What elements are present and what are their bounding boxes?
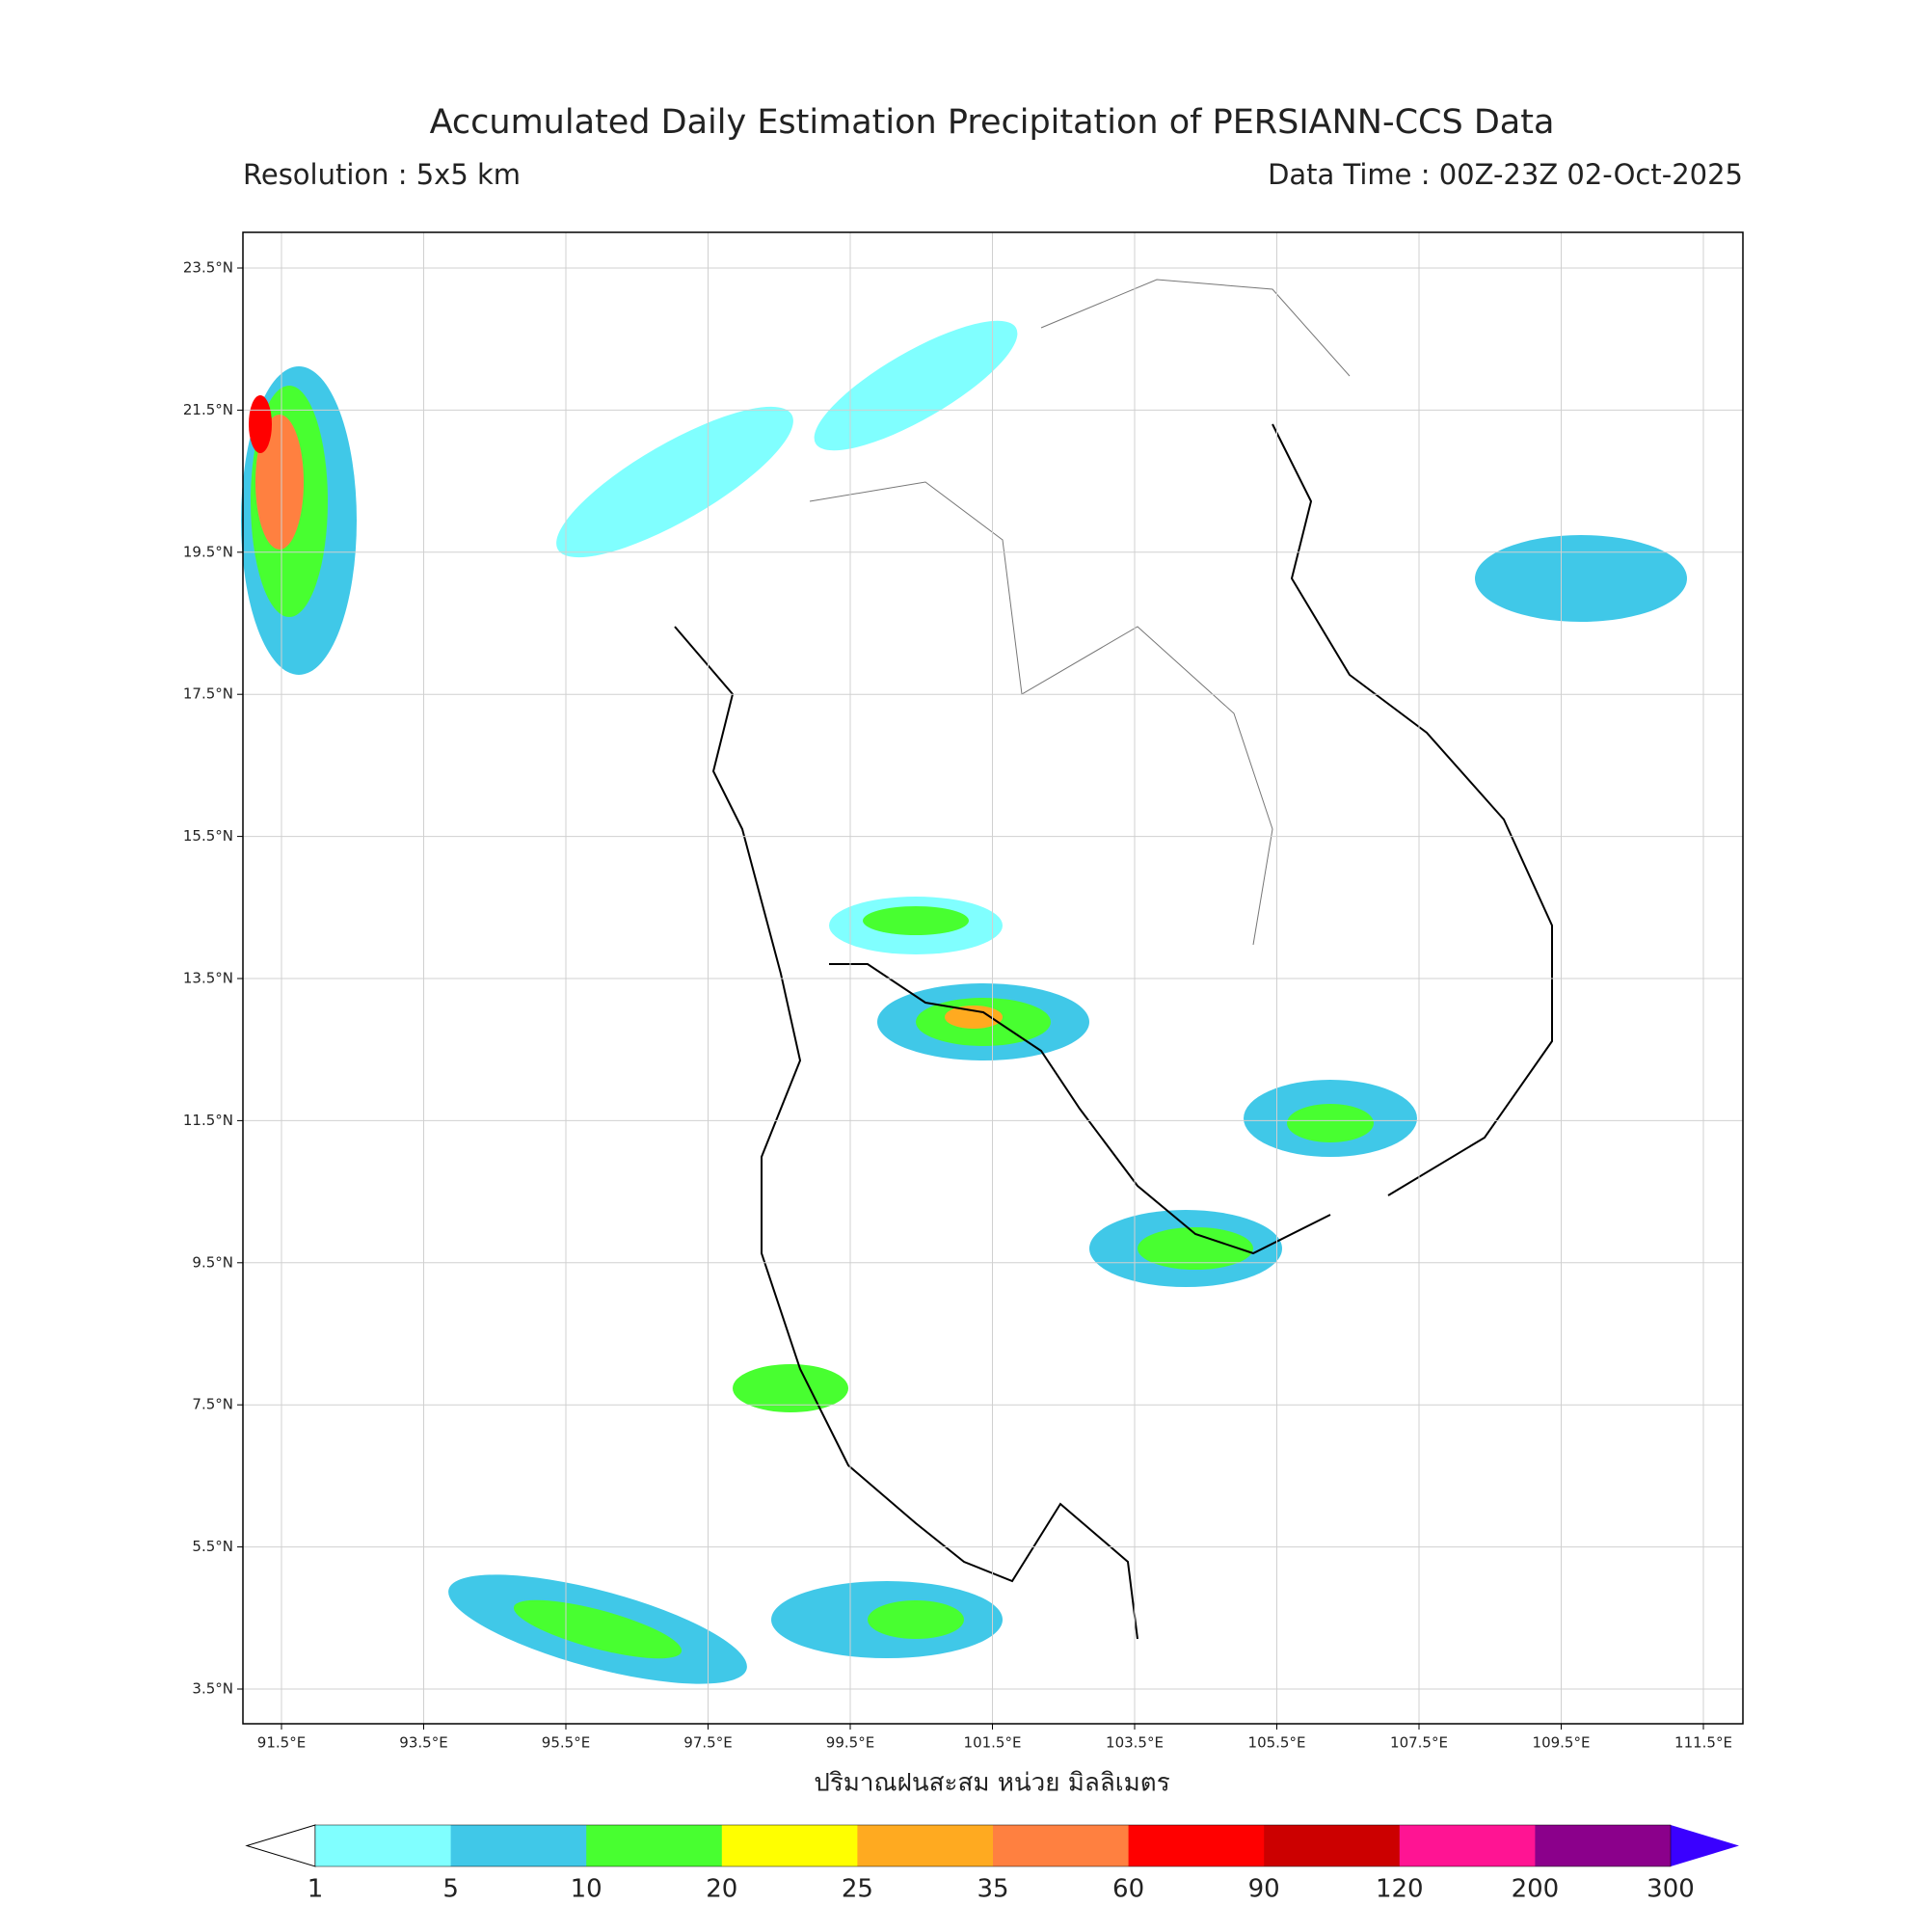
border [809,481,1273,946]
colorbar-label: 5 [442,1875,459,1904]
data-time: Data Time : 00Z-23Z 02-Oct-2025 [1268,158,1743,191]
colorbar-segment [1128,1825,1265,1866]
y-tick-label: 3.5°N [192,1680,233,1698]
x-tick-label: 103.5°E [1106,1734,1164,1752]
y-tick-label: 5.5°N [192,1538,233,1555]
resolution: Resolution : 5x5 km [243,158,521,191]
colorbar-segment [315,1825,452,1866]
x-tick-label: 107.5°E [1390,1734,1448,1752]
x-tick-label: 93.5°E [399,1734,447,1752]
title: Accumulated Daily Estimation Precipitati… [430,103,1555,142]
map-frame [242,231,1744,1725]
colorbar-segment [450,1825,587,1866]
colorbar: 1 5 10 20 25 35 60 90 120 200 300 [245,1824,1739,1904]
coastline [829,963,1331,1255]
rain-area [513,1599,683,1659]
rain-area [945,1006,1003,1029]
y-tick-label: 23.5°N [183,259,233,277]
rain-area [1475,535,1687,622]
colorbar-segment [1535,1825,1672,1866]
y-tick-label: 9.5°N [192,1253,233,1271]
x-tick-label: 105.5°E [1248,1734,1306,1752]
rain-area [868,1600,964,1639]
grid [237,232,1743,1730]
y-tick-label: 15.5°N [183,827,233,845]
x-tick-label: 91.5°E [257,1734,306,1752]
colorbar-label: 1 [308,1875,324,1904]
x-tick-label: 111.5°E [1674,1734,1732,1752]
y-tick-label: 17.5°N [183,685,233,703]
colorbar-segment [857,1825,994,1866]
map [237,231,1744,1730]
x-tick-label: 97.5°E [683,1734,732,1752]
border [1040,279,1351,377]
rain-layer [241,320,1687,1684]
rain-area [733,1364,848,1412]
y-tick-label: 19.5°N [183,543,233,560]
y-tick-label: 7.5°N [192,1396,233,1413]
rain-area [249,395,272,453]
colorbar-label: 120 [1376,1875,1424,1904]
colorbar-label: 60 [1112,1875,1144,1904]
y-tick-label: 13.5°N [183,970,233,987]
rain-area [556,406,793,558]
colorbar-segment [586,1825,723,1866]
colorbar-label: 25 [842,1875,873,1904]
colorbar-segment [721,1825,858,1866]
colorbar-label: 300 [1647,1875,1695,1904]
y-tick-label: 21.5°N [183,401,233,418]
colorbar-under [245,1824,316,1867]
colorbar-label: 90 [1248,1875,1280,1904]
colorbar-label: 20 [706,1875,737,1904]
rain-area [1287,1104,1374,1142]
x-tick-label: 101.5°E [964,1734,1022,1752]
colorbar-frame [314,1824,1672,1867]
colorbar-label: 35 [977,1875,1008,1904]
colorbar-over [1671,1825,1739,1866]
colorbar-label: 10 [571,1875,602,1904]
x-tick-label: 95.5°E [542,1734,590,1752]
rain-area [255,415,304,550]
colorbar-label: 200 [1512,1875,1560,1904]
rain-area [863,906,969,935]
rain-area [1138,1227,1253,1270]
colorbar-segment [993,1825,1130,1866]
x-tick-label: 109.5°E [1533,1734,1591,1752]
rain-area [814,320,1018,451]
colorbar-segment [1399,1825,1536,1866]
x-tick-label: 99.5°E [826,1734,874,1752]
coastline [674,626,1138,1640]
coastline [1272,423,1553,1196]
x-axis-label: ปริมาณฝนสะสม หน่วย มิลลิเมตร [814,1769,1169,1798]
y-tick-label: 11.5°N [183,1112,233,1129]
colorbar-segment [1264,1825,1401,1866]
